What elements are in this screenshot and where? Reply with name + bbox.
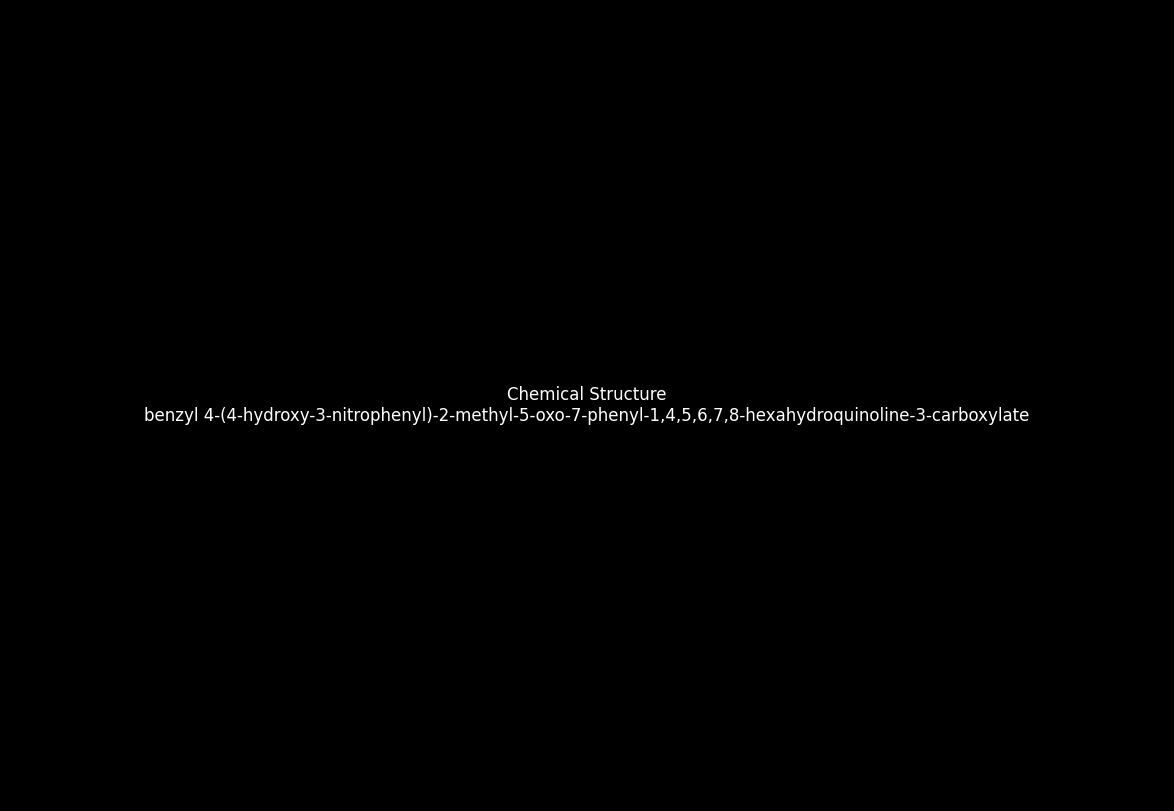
Text: Chemical Structure
benzyl 4-(4-hydroxy-3-nitrophenyl)-2-methyl-5-oxo-7-phenyl-1,: Chemical Structure benzyl 4-(4-hydroxy-3… — [144, 386, 1030, 425]
